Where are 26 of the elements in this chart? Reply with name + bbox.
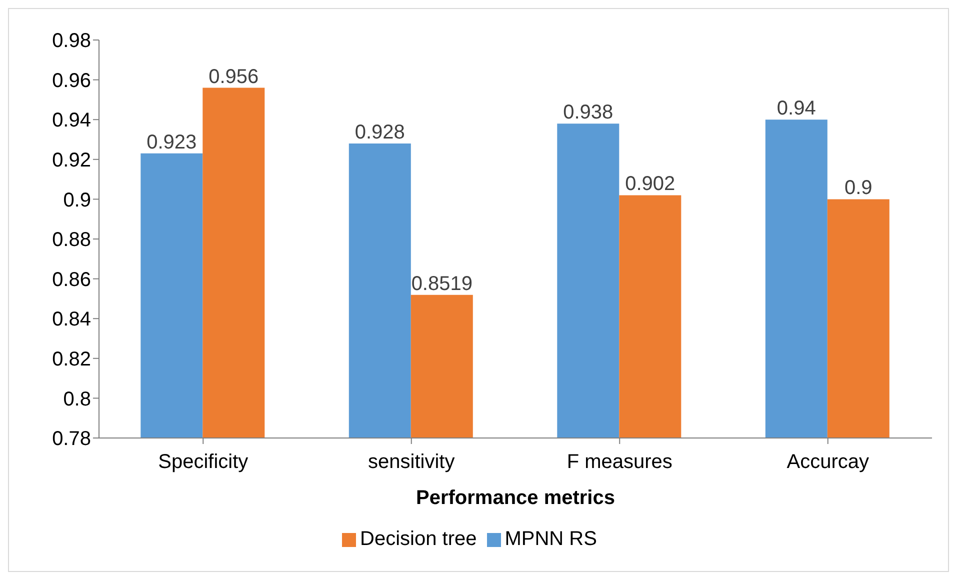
data-label: 0.938 [563,102,614,124]
y-tick-label: 0.98 [52,30,91,52]
y-tick-label: 0.9 [63,189,91,212]
y-tick-label: 0.94 [52,110,91,132]
data-label: 0.8519 [411,272,472,295]
y-tick-label: 0.8 [63,388,91,410]
y-tick-label: 0.78 [52,428,91,450]
y-tick-label: 0.82 [52,348,91,370]
x-tick-label: Specificity [158,451,248,474]
y-tick-label: 0.92 [52,150,91,172]
x-tick-label: Accurcay [786,451,869,474]
y-tick-label: 0.96 [52,70,91,92]
y-tick-label: 0.86 [52,268,91,291]
y-tick-label: 0.84 [52,308,91,331]
data-label: 0.9 [844,177,872,200]
legend-label: Decision tree [360,528,477,550]
legend-label: MPNN RS [504,528,597,550]
data-label: 0.902 [625,173,676,196]
x-tick-label: F measures [566,451,672,474]
y-tick-label: 0.88 [52,229,91,252]
data-label: 0.94 [776,98,816,120]
x-tick-label: sensitivity [368,451,455,474]
x-axis-title: Performance metrics [416,487,615,510]
data-label: 0.923 [146,131,197,154]
data-label: 0.928 [354,121,405,144]
data-label: 0.956 [208,66,259,88]
